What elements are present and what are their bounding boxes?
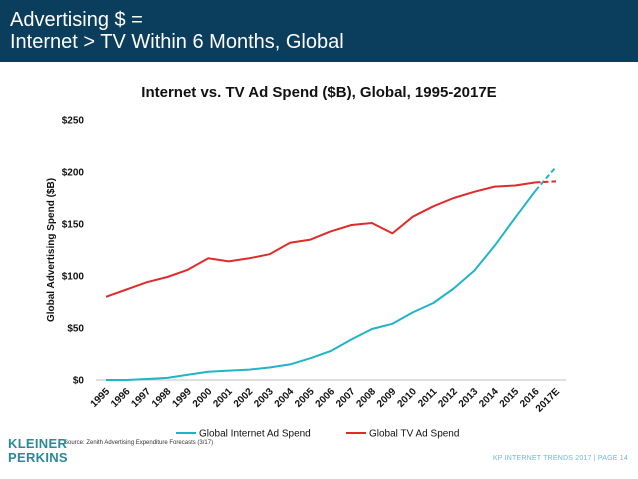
slide-title-line2: Internet > TV Within 6 Months, Global [10,31,344,53]
series-line-tv [105,181,536,298]
chart-title: Internet vs. TV Ad Spend ($B), Global, 1… [141,84,497,101]
x-tick-label: 2011 [416,386,439,409]
logo-line2: PERKINS [8,450,68,465]
y-tick-label: $50 [67,324,84,335]
x-tick-label: 1995 [89,386,113,410]
x-tick-label: 2009 [375,386,399,410]
slide-title: Advertising $ = Internet > TV Within 6 M… [0,0,460,53]
x-tick-label: 2002 [232,386,256,410]
x-tick-label: 1999 [170,386,194,410]
y-tick-label: $0 [73,376,85,387]
x-tick-label: 1997 [130,386,154,410]
x-tick-label: 2006 [314,386,338,410]
page-footer: KP INTERNET TRENDS 2017 | PAGE 14 [492,455,628,462]
series-forecast-internet [534,166,557,192]
series-forecast-tv [535,180,557,184]
x-tick-label: 1996 [109,386,133,410]
slide-title-line1: Advertising $ = [10,9,143,31]
source-note: Source: Zenith Advertising Expenditure F… [64,440,214,446]
x-tick-label: 2008 [355,386,379,410]
x-tick-label: 2007 [334,386,358,410]
legend-label-tv: Global TV Ad Spend [369,429,459,440]
x-tick-label: 2013 [457,386,481,410]
y-tick-label: $100 [62,272,85,283]
logo-line1: KLEINER [8,436,68,451]
slide-header: Advertising $ = Internet > TV Within 6 M… [0,0,638,62]
x-tick-label: 2005 [293,386,317,410]
y-tick-label: $150 [62,220,85,231]
x-tick-label: 2010 [395,386,419,410]
y-tick-label: $200 [62,168,85,179]
kleiner-perkins-logo: KLEINER PERKINS [8,437,68,465]
x-tick-label: 2012 [436,386,460,410]
x-tick-label: 2003 [252,386,276,410]
x-tick-label: 2001 [211,386,235,410]
x-tick-label: 2004 [273,386,297,410]
series-line-internet [106,190,537,381]
y-tick-label: $250 [62,116,85,127]
legend-label-internet: Global Internet Ad Spend [199,429,311,440]
x-tick-label: 2014 [477,386,501,410]
x-tick-label: 2017E [534,386,562,414]
y-axis-label: Global Advertising Spend ($B) [46,178,57,322]
x-tick-label: 2000 [191,386,215,410]
x-tick-label: 1998 [150,386,174,410]
x-tick-label: 2015 [498,386,522,410]
